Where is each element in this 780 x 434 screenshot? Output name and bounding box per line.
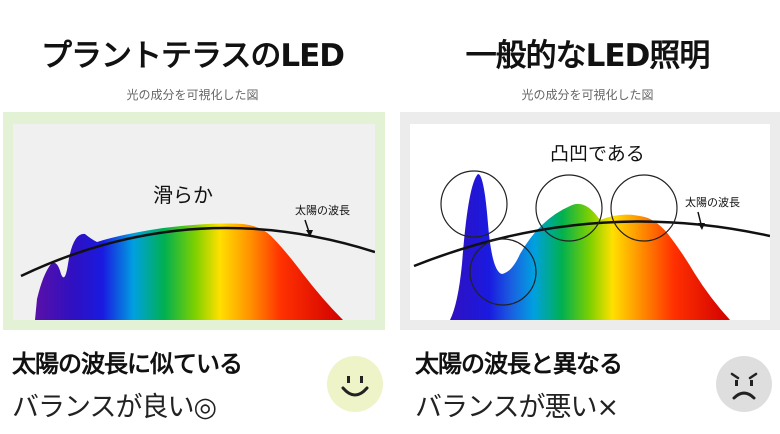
- left-spectrum-chart: 太陽の波長 滑らか: [3, 112, 385, 330]
- right-sun-label: 太陽の波長: [685, 196, 740, 209]
- bump-highlight-circle: [535, 174, 603, 242]
- left-caption-normal: バランスが良い◎: [12, 392, 217, 423]
- smiley-face-icon: [327, 356, 383, 412]
- left-sun-label: 太陽の波長: [295, 204, 350, 217]
- right-spectrum-chart: 太陽の波長 凸凹である: [400, 112, 780, 330]
- bump-highlight-circle: [440, 170, 508, 238]
- bump-highlight-circle: [610, 174, 678, 242]
- left-caption-bold: 太陽の波長に似ている: [12, 350, 243, 378]
- left-panel: プラントテラスのLED 光の成分を可視化した図: [0, 0, 385, 434]
- frowning-face-icon: [716, 356, 772, 412]
- bump-highlight-circle: [469, 238, 537, 306]
- left-spectrum-svg: 太陽の波長 滑らか: [13, 124, 375, 320]
- right-subtitle: 光の成分を可視化した図: [521, 88, 654, 102]
- left-spectrum-curve: [35, 223, 343, 320]
- right-panel: 一般的なLED照明 光の成分を可視化した図: [395, 0, 780, 434]
- right-sun-wavelength-curve: [413, 220, 770, 268]
- right-title: 一般的なLED照明: [465, 38, 711, 74]
- left-title: プラントテラスのLED: [40, 38, 345, 74]
- right-caption-bold: 太陽の波長と異なる: [415, 350, 623, 378]
- right-spectrum-svg: 太陽の波長 凸凹である: [410, 124, 770, 320]
- left-subtitle: 光の成分を可視化した図: [126, 88, 259, 102]
- left-sun-wavelength-curve: [20, 226, 375, 278]
- left-smooth-label: 滑らか: [153, 183, 213, 207]
- right-bumpy-label: 凸凹である: [550, 143, 645, 165]
- right-caption-normal: バランスが悪い×: [415, 392, 619, 423]
- right-spectrum-curve: [450, 174, 730, 320]
